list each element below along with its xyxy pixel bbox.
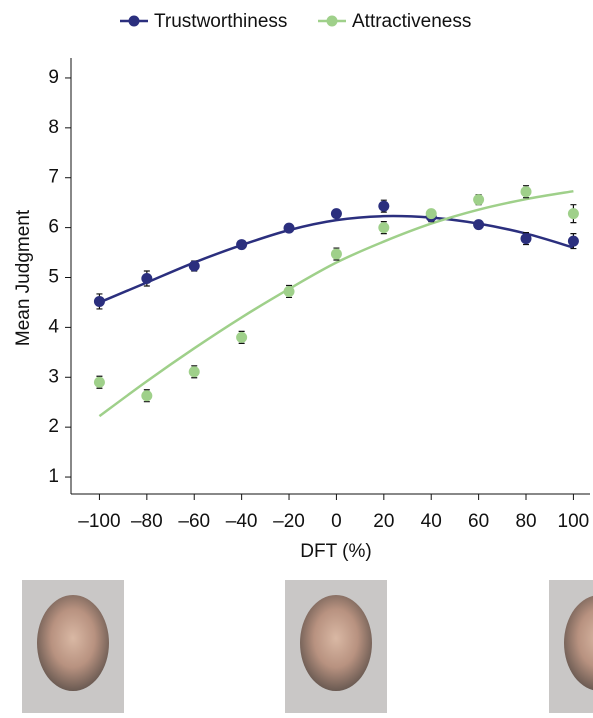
x-tick-label: –80 — [131, 511, 163, 532]
y-tick-label: 6 — [48, 217, 59, 238]
x-tick-label: 40 — [421, 511, 442, 532]
x-tick-label: –60 — [178, 511, 210, 532]
legend-marker — [128, 15, 140, 27]
data-point — [520, 186, 532, 198]
x-tick-label: –40 — [226, 511, 258, 532]
y-tick-label: 8 — [48, 117, 59, 138]
x-tick-label: –20 — [273, 511, 305, 532]
data-point — [473, 219, 485, 231]
data-point — [473, 194, 485, 206]
y-tick-label: 4 — [48, 316, 59, 337]
data-point — [425, 208, 437, 220]
data-point — [520, 233, 532, 245]
y-tick-label: 7 — [48, 167, 59, 188]
legend-label: Attractiveness — [352, 11, 471, 32]
data-point — [93, 295, 105, 307]
y-tick-label: 5 — [48, 267, 59, 288]
face — [564, 595, 593, 691]
x-tick-label: –100 — [78, 511, 120, 532]
legend-label: Trustworthiness — [154, 11, 287, 32]
y-tick-label: 1 — [48, 466, 59, 487]
y-axis-label: Mean Judgment — [13, 209, 34, 346]
data-point — [567, 235, 579, 247]
data-point — [378, 200, 390, 212]
data-point — [330, 248, 342, 260]
data-point — [188, 366, 200, 378]
x-tick-label: 60 — [468, 511, 489, 532]
data-point — [236, 239, 248, 251]
x-axis-label: DFT (%) — [300, 541, 371, 562]
x-tick-label: 100 — [558, 511, 590, 532]
data-point — [283, 285, 295, 297]
data-point — [330, 208, 342, 220]
x-tick-label: 20 — [373, 511, 394, 532]
face — [300, 595, 372, 691]
data-point — [283, 222, 295, 234]
legend-marker — [326, 15, 338, 27]
data-point — [188, 260, 200, 272]
face — [37, 595, 109, 691]
x-tick-label: 0 — [331, 511, 342, 532]
x-tick-label: 80 — [515, 511, 536, 532]
fit-curve — [98, 189, 574, 418]
fit-curve — [98, 214, 574, 304]
data-point — [141, 272, 153, 284]
face-images — [22, 580, 593, 713]
y-tick-label: 3 — [48, 366, 59, 387]
y-tick-label: 9 — [48, 67, 59, 88]
data-point — [236, 331, 248, 343]
data-point — [567, 208, 579, 220]
data-point — [141, 390, 153, 402]
y-tick-label: 2 — [48, 416, 59, 437]
data-point — [93, 376, 105, 388]
data-point — [378, 222, 390, 234]
